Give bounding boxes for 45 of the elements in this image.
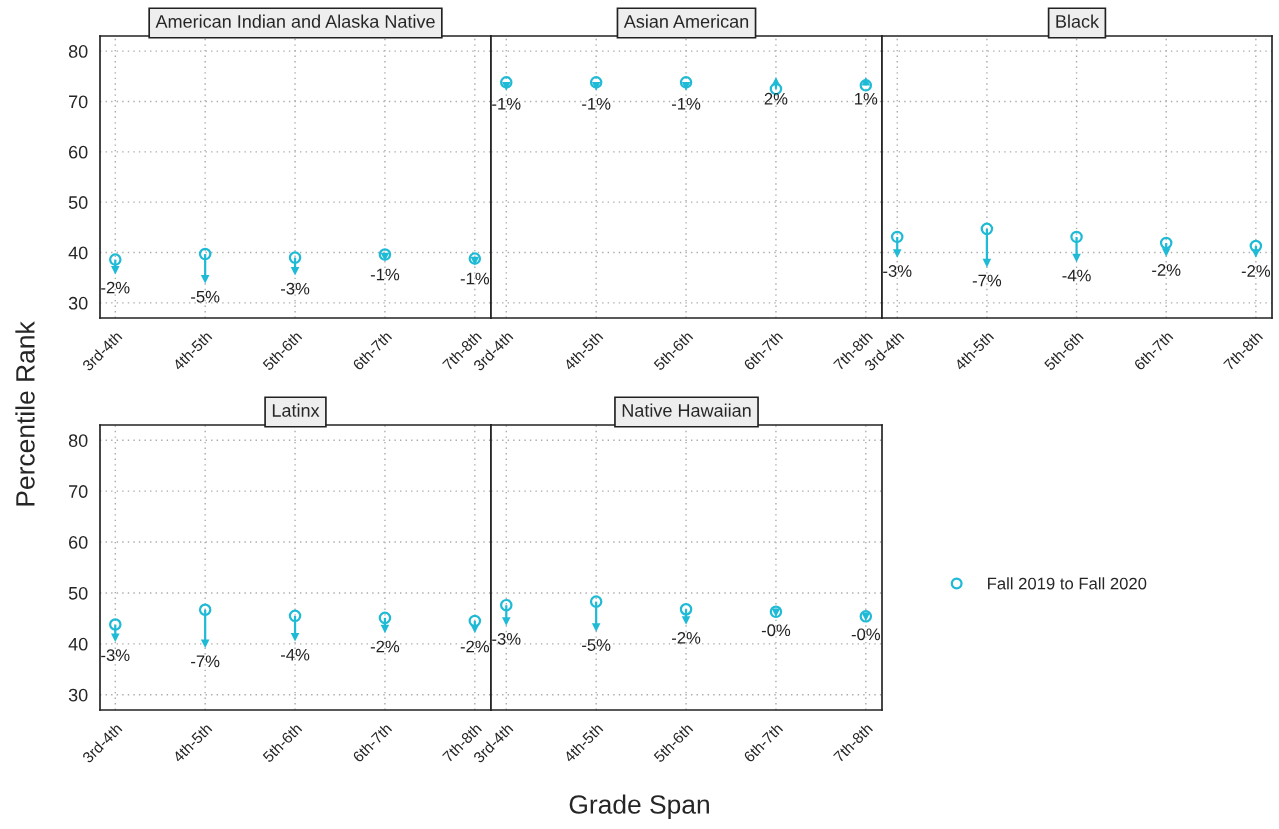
y-tick-label: 70 [69, 95, 88, 109]
legend-label: Fall 2019 to Fall 2020 [988, 577, 1147, 590]
annotation: -2% [370, 640, 400, 653]
x-axis-title: Grade Span [569, 794, 709, 820]
annotation: 2% [764, 92, 788, 105]
chart-title: Latinx [272, 403, 320, 417]
y-tick-label: 30 [68, 296, 88, 310]
chart-title: American Indian and Alaska Native [155, 14, 435, 28]
y-tick-label: 80 [68, 45, 88, 58]
annotation: -3% [883, 265, 912, 277]
annotation: -2% [671, 631, 701, 644]
y-tick-label: 70 [69, 485, 88, 498]
annotation: -1% [492, 97, 521, 110]
annotation: -2% [1241, 265, 1271, 277]
annotation: -0% [851, 628, 881, 641]
annotation: 1% [855, 92, 878, 105]
y-tick-label: 80 [68, 434, 88, 447]
annotation: -5% [191, 290, 220, 303]
annotation: -7% [191, 655, 220, 668]
annotation: -2% [460, 640, 490, 653]
y-tick-label: 30 [68, 688, 88, 702]
y-tick-label: 50 [68, 586, 88, 600]
chart-title: Native Hawaiian [622, 403, 751, 417]
annotation: -3% [101, 649, 130, 662]
annotation: -0% [761, 624, 791, 637]
annotation: -1% [671, 97, 701, 110]
annotation: -2% [1152, 264, 1181, 276]
y-tick-label: 60 [69, 535, 88, 549]
y-tick-label: 40 [68, 637, 88, 651]
annotation: -5% [582, 639, 611, 651]
annotation: -1% [582, 97, 611, 110]
annotation: -1% [370, 268, 400, 281]
y-axis-title: Percentile Rank [15, 321, 35, 506]
annotation: -7% [972, 274, 1002, 287]
y-tick-label: 40 [68, 246, 88, 260]
annotation: -4% [280, 648, 310, 661]
chart-title: Black [1056, 14, 1100, 28]
annotation: -2% [101, 281, 130, 294]
y-tick-label: 50 [68, 196, 88, 209]
annotation: -1% [460, 272, 490, 285]
y-tick-label: 60 [69, 145, 88, 159]
chart-title: Asian American [623, 14, 749, 28]
annotation: -4% [1062, 269, 1091, 282]
annotation: -3% [492, 633, 521, 645]
annotation: -3% [280, 282, 310, 295]
